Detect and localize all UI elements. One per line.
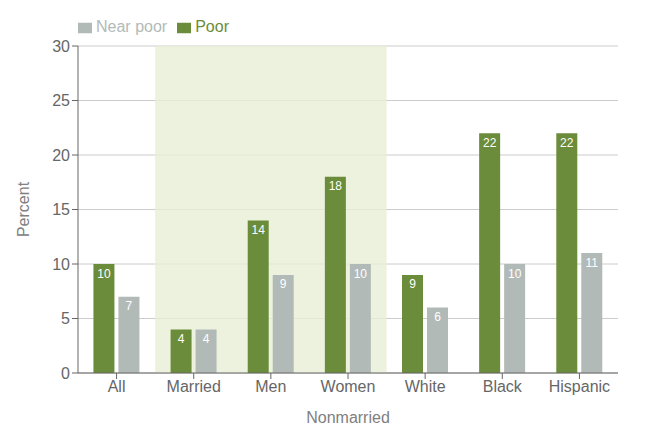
svg-text:Women: Women: [321, 378, 376, 395]
html-text:Near poor: Near poor: [96, 18, 168, 35]
html-text:Poor: Poor: [195, 18, 229, 35]
svg-text:22: 22: [560, 136, 574, 150]
svg-text:10: 10: [97, 267, 111, 281]
svg-text:18: 18: [329, 179, 343, 193]
svg-text:Hispanic: Hispanic: [549, 378, 610, 395]
svg-text:10: 10: [354, 267, 368, 281]
svg-text:14: 14: [252, 223, 266, 237]
svg-text:Men: Men: [255, 378, 286, 395]
svg-text:20: 20: [52, 147, 70, 164]
svg-text:5: 5: [61, 310, 70, 327]
svg-text:7: 7: [126, 299, 133, 313]
svg-text:30: 30: [52, 38, 70, 55]
svg-text:4: 4: [203, 332, 210, 346]
svg-text:All: All: [108, 378, 126, 395]
svg-text:10: 10: [52, 256, 70, 273]
svg-text:22: 22: [483, 136, 497, 150]
svg-text:Black: Black: [483, 378, 523, 395]
svg-text:0: 0: [61, 365, 70, 382]
svg-text:9: 9: [280, 277, 287, 291]
svg-text:4: 4: [178, 332, 185, 346]
svg-text:15: 15: [52, 201, 70, 218]
svg-text:White: White: [405, 378, 446, 395]
svg-text:Percent: Percent: [15, 181, 32, 237]
svg-text:11: 11: [586, 256, 599, 270]
svg-text:25: 25: [52, 92, 70, 109]
svg-text:6: 6: [434, 310, 441, 324]
svg-text:Married: Married: [167, 378, 221, 395]
svg-text:10: 10: [508, 267, 522, 281]
svg-text:9: 9: [409, 277, 416, 291]
svg-text:Nonmarried: Nonmarried: [306, 409, 390, 426]
